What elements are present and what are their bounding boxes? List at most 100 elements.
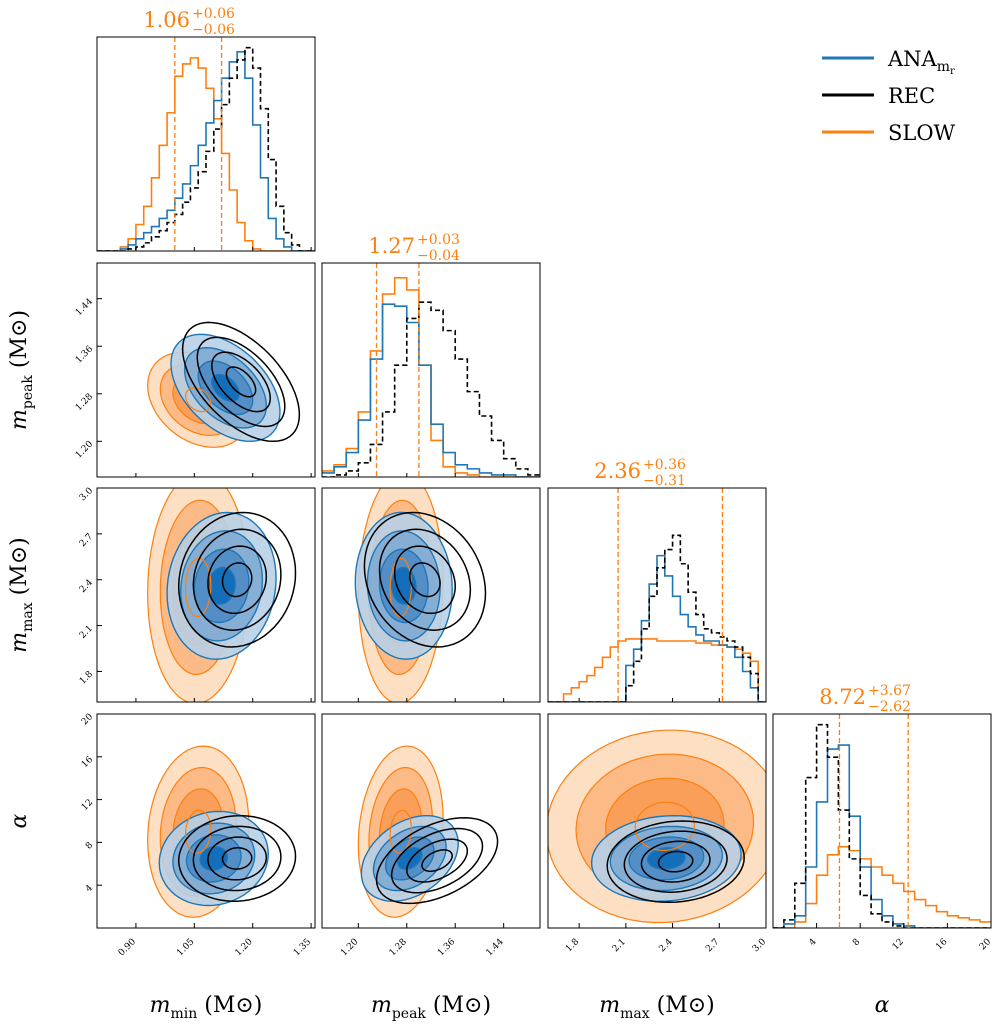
hist-area-0 [97,37,315,251]
contour-panel-m_peak-m_max [321,487,541,703]
ytick-label-alpha-1: 8 [84,840,95,851]
contour-rec-level-3 [409,562,441,598]
contour-rec-level-1 [378,528,472,631]
hist-ana-m_max [548,554,766,702]
title-minus-m_max: −0.31 [643,473,686,489]
ytick-label-alpha-4: 20 [80,712,95,727]
ytick-label-alpha-3: 16 [80,755,95,770]
xtick-label-m_max-2: 2.4 [657,937,674,954]
contour-rec-level-1 [192,825,282,892]
contour-area-2-0 [146,488,297,702]
ytick-label-m_peak-3: 1.44 [74,297,95,318]
xtick-label-m_min-1: 1.05 [175,937,196,958]
contour-slow-inner-line [634,801,696,851]
title-median-m_min: 1.06 [143,8,190,32]
title-minus-m_min: −0.06 [192,22,235,38]
contour-frame-1-0 [96,262,316,478]
ylabel-alpha: α [7,813,32,828]
hist-ana-m_min [97,50,315,251]
xtick-label-m_max-3: 2.7 [704,937,721,954]
hist-frame-alpha [772,713,992,929]
contour-rec-level-3 [657,850,694,873]
contour-frame-2-0 [96,487,316,703]
xtick-label-m_min-2: 1.20 [234,937,255,958]
contour-slow-inner-line [389,809,412,854]
hist-panel-alpha [772,713,992,929]
contour-frame-2-1 [321,487,541,703]
xlabel-m_peak: mpeak (M⊙) [371,993,491,1022]
contour-rec-level-0 [375,817,499,905]
contour-panel-m_max-alpha [547,713,767,929]
contour-rec-level-2 [211,351,271,413]
hist-panel-m_peak [321,262,541,478]
contour-rec-level-3 [221,847,253,870]
xlabel-m_min: mmin (M⊙) [150,993,263,1022]
contour-rec-level-3 [225,366,257,398]
contour-rec-level-2 [207,836,268,881]
ytick-label-alpha-2: 12 [80,798,95,813]
contour-area-2-1 [354,488,487,702]
contour-panel-m_min-m_peak [96,262,316,478]
contour-rec-level-2 [406,838,469,883]
contour-area-3-0 [146,745,297,918]
contour-panel-m_peak-alpha [321,713,541,929]
ytick-label-m_peak-2: 1.36 [74,344,95,365]
contour-rec-level-3 [221,562,253,598]
xtick-label-m_peak-2: 1.36 [436,937,457,958]
xlabel-alpha: α [875,993,890,1018]
hist-panel-m_max [547,487,767,703]
contour-rec-level-0 [177,511,297,648]
contour-frame-3-0 [96,713,316,929]
legend-label-rec: REC [888,84,935,108]
hist-panel-m_min [96,36,316,252]
legend-label-slow: SLOW [888,121,956,145]
hist-slow-m_min [97,57,315,251]
hist-rec-m_max [548,534,766,702]
xtick-label-m_max-4: 3.0 [751,937,768,954]
contour-rec-level-0 [606,820,745,904]
ytick-label-m_peak-0: 1.20 [74,439,95,460]
ytick-label-m_max-0: 1.8 [78,669,95,686]
title-plus-alpha: +3.67 [868,683,911,699]
contour-rec-level-1 [196,336,286,428]
xtick-label-alpha-2: 12 [891,937,906,952]
title-median-m_peak: 1.27 [368,234,415,258]
contour-area-1-0 [146,321,301,448]
xtick-label-m_min-0: 0.90 [117,937,138,958]
xtick-label-m_peak-0: 1.20 [339,937,360,958]
title-median-alpha: 8.72 [819,685,866,709]
contour-rec-level-1 [623,830,728,893]
contour-area-3-2 [548,729,766,924]
title-minus-alpha: −2.62 [868,699,911,715]
xtick-label-alpha-3: 16 [934,937,949,952]
hist-rec-alpha [773,723,991,928]
title-plus-m_peak: +0.03 [417,232,460,248]
xtick-label-alpha-0: 4 [808,937,819,948]
contour-rec-level-0 [181,321,301,443]
contour-rec-level-2 [207,545,268,615]
contour-rec-level-0 [363,511,487,648]
xtick-label-m_min-3: 1.35 [292,937,313,958]
hist-rec-m_min [97,46,315,251]
contour-rec-level-3 [421,849,453,873]
hist-area-1 [322,263,540,477]
xtick-label-alpha-4: 20 [978,937,993,952]
contour-slow-inner-line [185,387,212,413]
contour-frame-3-2 [547,713,767,929]
hist-ana-alpha [773,744,991,928]
hist-area-2 [548,488,766,702]
hist-ana-m_peak [322,303,540,477]
title-plus-m_max: +0.36 [643,457,686,473]
hist-area-3 [773,714,991,928]
xtick-label-m_peak-3: 1.44 [485,937,506,958]
contour-rec-level-1 [192,528,282,631]
xtick-label-m_peak-1: 1.28 [388,937,409,958]
hist-frame-m_min [96,36,316,252]
title-plus-m_min: +0.06 [192,6,235,22]
hist-rec-m_peak [322,301,540,477]
xtick-label-alpha-1: 8 [851,937,862,948]
ytick-label-m_max-3: 2.7 [78,532,95,549]
contour-panel-m_min-m_max [96,487,316,703]
ytick-label-m_max-4: 3.0 [78,486,95,503]
